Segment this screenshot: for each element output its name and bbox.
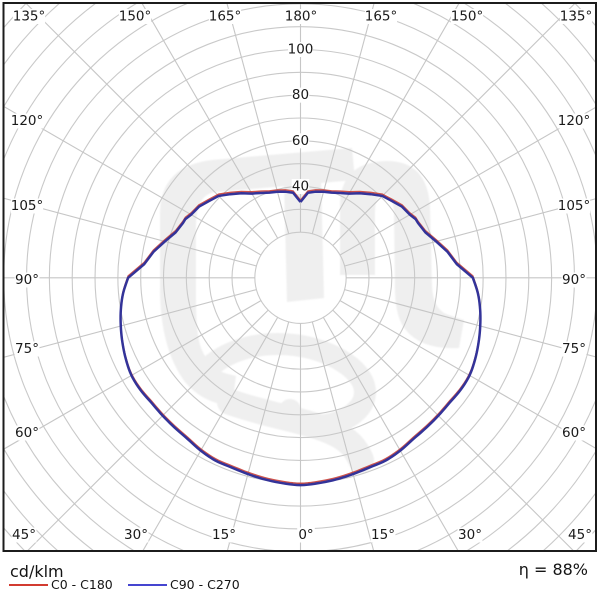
legend-swatch-blue — [128, 584, 167, 586]
grid-spoke-300 — [4, 300, 262, 450]
angle-tick-bottom-2-bg — [211, 527, 237, 543]
radial-tick-100-bg — [288, 42, 313, 57]
angle-tick-left-4: 60° — [15, 425, 39, 441]
legend-label-c90-c270: C90 - C270 — [170, 576, 240, 592]
angle-tick-right-4-bg — [561, 425, 587, 441]
radial-tick-60-bg — [291, 133, 310, 149]
radial-tick-40-bg — [291, 178, 310, 194]
angle-tick-bottom-4-bg — [370, 527, 396, 543]
angle-tick-left-1-bg — [10, 198, 44, 214]
grid-spoke-330 — [142, 317, 279, 550]
angle-tick-top-0-bg — [12, 9, 46, 24]
unit-label: cd/klm — [10, 562, 64, 581]
grid-spoke-240 — [4, 106, 262, 256]
angle-tick-bottom-1-bg — [123, 527, 149, 543]
radial-tick-80-bg — [291, 87, 310, 103]
angle-tick-bottom-3-bg — [297, 527, 315, 543]
angle-tick-right-3: 75° — [562, 341, 586, 357]
radial-tick-100: 100 — [288, 42, 314, 58]
curve-C90-C270 — [119, 190, 482, 487]
watermark-swirl — [202, 333, 376, 437]
watermark-stem — [284, 177, 324, 302]
angle-tick-top-4-bg — [364, 9, 398, 24]
angle-tick-top-5-bg — [450, 9, 484, 24]
angle-tick-left-2: 90° — [15, 272, 39, 288]
grid-spoke-210 — [141, 4, 279, 239]
angle-tick-bottom-1: 30° — [124, 527, 148, 543]
intensity-curves — [119, 189, 482, 487]
angle-tick-top-3: 180° — [285, 9, 318, 25]
axis-labels: 40 60 80 100 135° 150° 165° 180° 165° 150° 135° 45°… — [10, 9, 593, 543]
radial-tick-80: 80 — [292, 87, 309, 103]
angle-tick-right-2: 90° — [562, 272, 586, 288]
efficiency-label: η = 88% — [518, 560, 588, 579]
angle-tick-right-1: 105° — [558, 198, 591, 214]
grid-spoke-60 — [339, 300, 595, 449]
angle-tick-bottom-2: 15° — [212, 527, 236, 543]
chart-frame — [2, 2, 597, 552]
angle-tick-top-0: 135° — [13, 9, 46, 25]
radial-tick-60: 60 — [292, 133, 309, 149]
grid-spoke-135 — [332, 4, 576, 246]
angle-tick-bottom-6: 45° — [568, 527, 592, 543]
grid-spoke-315 — [27, 309, 269, 550]
angle-tick-left-3: 75° — [15, 341, 39, 357]
grid-spoke-120 — [339, 107, 595, 256]
grid-spoke-165 — [311, 4, 375, 234]
legend-item-c90-c270: C90 - C270 — [128, 576, 240, 592]
angle-tick-top-1: 150° — [119, 9, 152, 25]
angle-tick-left-2-bg — [14, 272, 40, 288]
grid-spoke-30 — [322, 317, 459, 550]
legend-swatch-red — [9, 584, 48, 586]
angle-tick-bottom-5-bg — [457, 527, 483, 543]
angle-tick-right-0-bg — [557, 113, 591, 129]
angle-tick-left-0: 120° — [11, 113, 44, 129]
grid-spoke-45 — [332, 309, 574, 550]
angle-tick-top-1-bg — [118, 9, 152, 24]
angle-tick-bottom-0-bg — [11, 527, 37, 543]
angle-tick-bottom-5: 30° — [458, 527, 482, 543]
angle-tick-left-3-bg — [14, 341, 40, 357]
grid-spoke-150 — [322, 4, 460, 239]
radial-tick-40: 40 — [292, 178, 309, 194]
grid-spoke-15 — [311, 321, 375, 550]
angle-tick-top-2: 165° — [209, 9, 242, 25]
legend-label-c0-c180: C0 - C180 — [51, 576, 113, 592]
angle-tick-top-3-bg — [284, 9, 318, 24]
grid-spoke-195 — [226, 4, 290, 234]
angle-tick-top-6: 135° — [560, 9, 593, 25]
angle-tick-left-1: 105° — [11, 198, 44, 214]
angle-tick-right-2-bg — [561, 272, 587, 288]
angle-tick-top-5: 150° — [451, 9, 484, 25]
angle-tick-bottom-6-bg — [567, 527, 593, 543]
angle-tick-bottom-3: 0° — [298, 527, 313, 543]
angle-tick-bottom-0: 45° — [12, 527, 36, 543]
angle-tick-left-4-bg — [14, 425, 40, 441]
angle-tick-left-0-bg — [10, 113, 44, 129]
angle-tick-bottom-4: 15° — [371, 527, 395, 543]
angle-tick-right-1-bg — [557, 198, 591, 214]
angle-tick-top-2-bg — [208, 9, 242, 24]
angle-tick-right-4: 60° — [562, 425, 586, 441]
grid-spoke-345 — [226, 321, 290, 550]
grid-spoke-225 — [25, 4, 269, 246]
angle-tick-top-6-bg — [559, 9, 593, 24]
angle-tick-right-3-bg — [561, 341, 587, 357]
angle-tick-top-4: 165° — [365, 9, 398, 25]
legend-item-c0-c180: C0 - C180 — [9, 576, 113, 592]
angle-tick-right-0: 120° — [558, 113, 591, 129]
